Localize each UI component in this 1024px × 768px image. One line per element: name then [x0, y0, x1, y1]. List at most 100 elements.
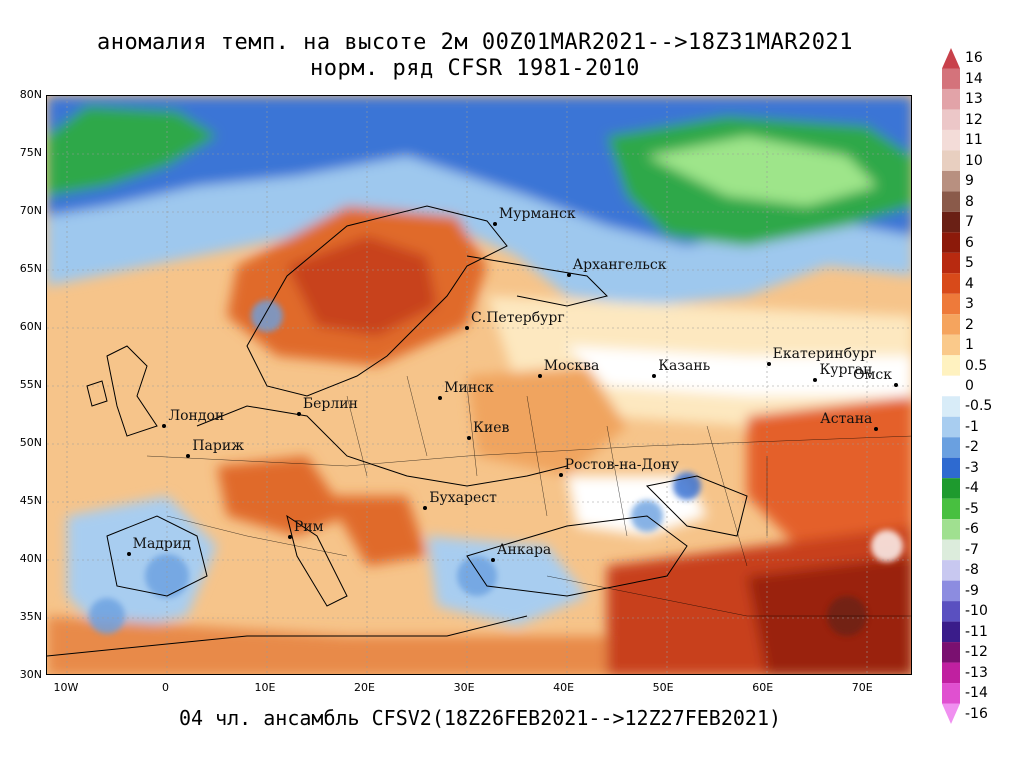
colorbar-label: 0.5: [965, 357, 988, 374]
city-label: Екатеринбург: [772, 346, 877, 363]
colorbar-label: 13: [965, 91, 983, 108]
colorbar-label: -8: [965, 562, 979, 579]
colorbar-swatch: [942, 232, 960, 253]
colorbar-swatch: [942, 519, 960, 540]
colorbar-swatch: [942, 642, 960, 663]
colorbar-label: -16: [965, 705, 988, 722]
colorbar-label: -11: [965, 623, 988, 640]
city-marker: [465, 326, 470, 331]
colorbar-label: 16: [965, 50, 983, 67]
colorbar-label: 12: [965, 111, 983, 128]
city-label: Ростов-на-Дону: [564, 457, 679, 474]
colorbar-swatch: [942, 191, 960, 212]
colorbar-swatch: [942, 252, 960, 274]
colorbar-swatch: [942, 580, 960, 602]
colorbar-label: -13: [965, 664, 988, 681]
colorbar-swatch: [942, 601, 960, 622]
lat-tick-label: 55N: [19, 378, 42, 391]
colorbar-swatch: [942, 498, 960, 520]
lon-tick-label: 60E: [752, 681, 774, 694]
city-marker: [894, 383, 899, 387]
colorbar-swatch: [942, 129, 960, 151]
colorbar-label: 10: [965, 152, 983, 169]
colorbar-label: 2: [965, 316, 974, 333]
lat-tick-label: 40N: [19, 552, 42, 565]
lat-tick-label: 75N: [19, 146, 42, 159]
colorbar-label: 6: [965, 234, 974, 251]
city-label: Москва: [543, 357, 600, 374]
colorbar-swatch: [942, 683, 960, 704]
colorbar-swatch: [942, 437, 960, 458]
colorbar-label: -4: [965, 480, 979, 497]
city-label: Лондон: [168, 407, 225, 424]
colorbar-label: 11: [965, 132, 983, 149]
city-label: Париж: [192, 437, 245, 454]
lat-tick-label: 30N: [19, 668, 42, 681]
city-marker: [537, 373, 542, 378]
colorbar-label: -7: [965, 541, 979, 558]
colorbar-swatch: [942, 170, 960, 192]
colorbar-swatch: [942, 334, 960, 356]
city-label: С.Петербург: [471, 310, 565, 327]
city-label: Бухарест: [429, 489, 497, 506]
colorbar-label: -6: [965, 521, 979, 538]
city-label: Архангельск: [572, 256, 667, 273]
colorbar-swatch: [942, 48, 960, 69]
city-label: Анкара: [496, 542, 552, 559]
lat-tick-label: 70N: [19, 204, 42, 217]
city-marker: [874, 427, 879, 432]
lon-tick-label: 0: [161, 681, 169, 694]
colorbar-label: -14: [965, 685, 988, 702]
colorbar-swatch: [942, 211, 960, 233]
city-label: Рим: [293, 518, 324, 535]
lon-tick-label: 10E: [254, 681, 276, 694]
colorbar-label: -10: [965, 603, 988, 620]
colorbar-label: -5: [965, 500, 979, 517]
colorbar-swatch: [942, 88, 960, 110]
colorbar-swatch: [942, 662, 960, 684]
lon-tick-label: 30E: [453, 681, 475, 694]
city-marker: [766, 362, 771, 367]
colorbar-swatch: [942, 478, 960, 499]
colorbar-label: -2: [965, 439, 979, 456]
colorbar-label: -3: [965, 459, 979, 476]
city-marker: [652, 373, 657, 378]
colorbar-swatch: [942, 396, 960, 417]
colorbar-swatch: [942, 109, 960, 130]
colorbar-swatches: [942, 48, 960, 724]
colorbar-label: -9: [965, 582, 979, 599]
colorbar: 16 14 13 12 11 10 9 8 7 6 5 4 3 2 1 0.5 0 -0.5 -1 -2 -3 -4 -5 -…: [940, 48, 1020, 724]
anomaly-map: [46, 95, 912, 675]
city-label: Минск: [444, 379, 494, 396]
city-marker: [287, 534, 292, 539]
city-marker: [467, 436, 472, 441]
city-marker: [566, 272, 571, 277]
colorbar-swatch: [942, 621, 960, 643]
city-label: Астана: [820, 411, 873, 428]
colorbar-label: 0: [965, 378, 974, 394]
ensemble-footer: 04 чл. ансамбль CFSV2(18Z26FEB2021-->12Z…: [178, 706, 782, 730]
city-marker: [186, 453, 191, 458]
colorbar-swatch: [942, 560, 960, 581]
colorbar-swatch: [942, 293, 960, 315]
colorbar-swatch: [942, 703, 960, 724]
map-title-line1: аномалия темп. на высоте 2м 00Z01MAR2021…: [97, 30, 853, 55]
city-label: Киев: [473, 420, 510, 437]
anomaly-field: [47, 96, 911, 674]
colorbar-label: 4: [965, 275, 974, 292]
colorbar-label: -1: [965, 418, 979, 435]
city-label: Мадрид: [132, 536, 191, 553]
colorbar-label: 7: [965, 214, 974, 231]
colorbar-label: 9: [965, 173, 974, 190]
colorbar-swatch: [942, 539, 960, 561]
city-marker: [438, 395, 443, 400]
colorbar-swatch: [942, 375, 960, 397]
colorbar-label: 14: [965, 70, 983, 87]
city-marker: [162, 423, 167, 428]
lat-tick-label: 65N: [19, 262, 42, 275]
colorbar-swatch: [942, 273, 960, 294]
colorbar-swatch: [942, 355, 960, 376]
city-label: Мурманск: [498, 205, 576, 222]
city-marker: [423, 505, 428, 510]
city-marker: [558, 473, 563, 478]
